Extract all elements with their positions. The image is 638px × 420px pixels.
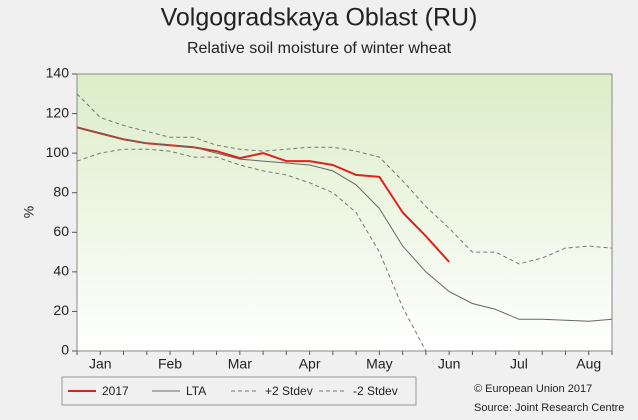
y-tick-label: 0 xyxy=(61,342,69,358)
chart-title: Volgogradskaya Oblast (RU) xyxy=(161,4,478,32)
series-line xyxy=(76,93,613,265)
y-tick-label: 140 xyxy=(46,65,70,81)
x-tick-label: Jul xyxy=(510,356,528,372)
y-tick-label: 20 xyxy=(53,302,69,318)
plot-area xyxy=(76,73,613,352)
x-tick-label: Apr xyxy=(299,356,321,372)
y-tick-label: 60 xyxy=(53,223,69,239)
x-tick-label: May xyxy=(366,356,392,372)
legend-label: 2017 xyxy=(102,384,129,398)
note: © European Union 2017 xyxy=(474,383,592,395)
y-tick-label: 120 xyxy=(46,104,70,120)
x-tick-label: Mar xyxy=(228,356,252,372)
y-tick-label: 100 xyxy=(46,144,70,160)
x-tick-label: Aug xyxy=(576,356,601,372)
series-line xyxy=(76,148,427,352)
series-line xyxy=(76,126,613,322)
legend-label: +2 Stdev xyxy=(265,384,313,398)
y-tick-label: 80 xyxy=(53,183,69,199)
legend-label: -2 Stdev xyxy=(353,384,398,398)
x-tick-label: Jan xyxy=(89,356,112,372)
x-tick-label: Feb xyxy=(158,356,182,372)
y-tick-label: 40 xyxy=(53,263,69,279)
x-tick-label: Jun xyxy=(438,356,461,372)
legend-label: LTA xyxy=(186,384,206,398)
y-axis-label: % xyxy=(21,206,37,218)
chart-subtitle: Relative soil moisture of winter wheat xyxy=(187,40,452,57)
note: Source: Joint Research Centre xyxy=(474,402,624,414)
